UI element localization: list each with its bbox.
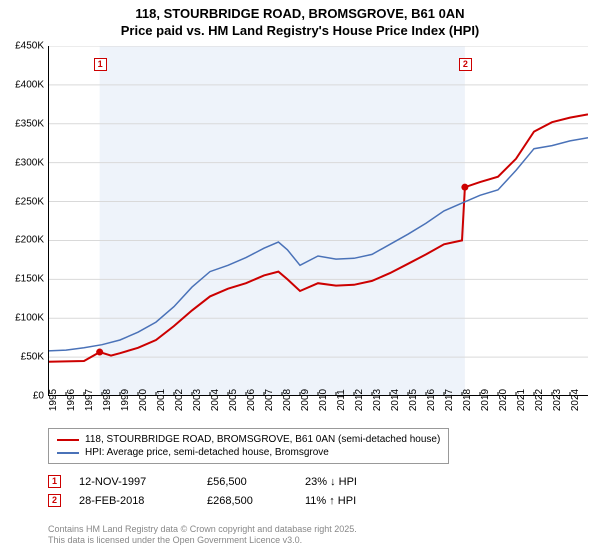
y-tick-label: £300K [15, 157, 44, 168]
x-tick-label: 2000 [138, 389, 149, 411]
legend: 118, STOURBRIDGE ROAD, BROMSGROVE, B61 0… [48, 428, 449, 464]
x-tick-label: 2003 [192, 389, 203, 411]
attribution-line-2: This data is licensed under the Open Gov… [48, 535, 357, 546]
x-tick-label: 2020 [498, 389, 509, 411]
x-tick-label: 2008 [282, 389, 293, 411]
y-tick-label: £450K [15, 41, 44, 52]
title-line-1: 118, STOURBRIDGE ROAD, BROMSGROVE, B61 0… [0, 6, 600, 23]
x-tick-label: 2023 [552, 389, 563, 411]
table-row: 2 28-FEB-2018 £268,500 11% ↑ HPI [48, 491, 395, 510]
y-tick-label: £150K [15, 274, 44, 285]
x-tick-label: 2017 [444, 389, 455, 411]
legend-swatch-hpi [57, 452, 79, 454]
x-tick-label: 2021 [516, 389, 527, 411]
x-tick-label: 2014 [390, 389, 401, 411]
sale-marker-2: 2 [48, 494, 61, 507]
x-tick-label: 1998 [102, 389, 113, 411]
chart-marker-1: 1 [94, 58, 107, 71]
y-tick-label: £50K [21, 352, 44, 363]
chart-title-block: 118, STOURBRIDGE ROAD, BROMSGROVE, B61 0… [0, 0, 600, 42]
x-tick-label: 2019 [480, 389, 491, 411]
legend-label-price-paid: 118, STOURBRIDGE ROAD, BROMSGROVE, B61 0… [85, 434, 440, 445]
sale-pct-2: 11% ↑ HPI [305, 495, 395, 507]
sale-marker-1: 1 [48, 475, 61, 488]
x-tick-label: 1995 [48, 389, 59, 411]
x-tick-label: 1999 [120, 389, 131, 411]
x-tick-label: 2001 [156, 389, 167, 411]
y-tick-label: £250K [15, 196, 44, 207]
sale-pct-1: 23% ↓ HPI [305, 476, 395, 488]
x-tick-label: 2004 [210, 389, 221, 411]
x-tick-label: 2015 [408, 389, 419, 411]
chart-marker-2: 2 [459, 58, 472, 71]
x-tick-label: 1997 [84, 389, 95, 411]
chart-svg [48, 46, 588, 396]
x-tick-label: 2009 [300, 389, 311, 411]
x-tick-label: 2005 [228, 389, 239, 411]
x-tick-label: 2007 [264, 389, 275, 411]
legend-row-hpi: HPI: Average price, semi-detached house,… [57, 446, 440, 459]
table-row: 1 12-NOV-1997 £56,500 23% ↓ HPI [48, 472, 395, 491]
x-tick-label: 2013 [372, 389, 383, 411]
chart-area: 12£0£50K£100K£150K£200K£250K£300K£350K£4… [48, 46, 588, 396]
legend-label-hpi: HPI: Average price, semi-detached house,… [85, 447, 329, 458]
sale-price-1: £56,500 [207, 476, 287, 488]
sale-date-2: 28-FEB-2018 [79, 495, 189, 507]
attribution-line-1: Contains HM Land Registry data © Crown c… [48, 524, 357, 535]
legend-row-price-paid: 118, STOURBRIDGE ROAD, BROMSGROVE, B61 0… [57, 433, 440, 446]
sale-date-1: 12-NOV-1997 [79, 476, 189, 488]
x-tick-label: 2002 [174, 389, 185, 411]
x-tick-label: 2012 [354, 389, 365, 411]
sales-data-table: 1 12-NOV-1997 £56,500 23% ↓ HPI 2 28-FEB… [48, 472, 395, 510]
legend-swatch-price-paid [57, 439, 79, 441]
x-tick-label: 2024 [570, 389, 581, 411]
y-tick-label: £100K [15, 313, 44, 324]
title-line-2: Price paid vs. HM Land Registry's House … [0, 23, 600, 40]
y-tick-label: £400K [15, 79, 44, 90]
sale-price-2: £268,500 [207, 495, 287, 507]
y-tick-label: £350K [15, 118, 44, 129]
y-tick-label: £0 [33, 391, 44, 402]
x-tick-label: 2016 [426, 389, 437, 411]
x-tick-label: 2006 [246, 389, 257, 411]
y-tick-label: £200K [15, 235, 44, 246]
x-tick-label: 2022 [534, 389, 545, 411]
attribution: Contains HM Land Registry data © Crown c… [48, 524, 357, 547]
x-tick-label: 2018 [462, 389, 473, 411]
x-tick-label: 2011 [336, 389, 347, 411]
x-tick-label: 2010 [318, 389, 329, 411]
x-tick-label: 1996 [66, 389, 77, 411]
